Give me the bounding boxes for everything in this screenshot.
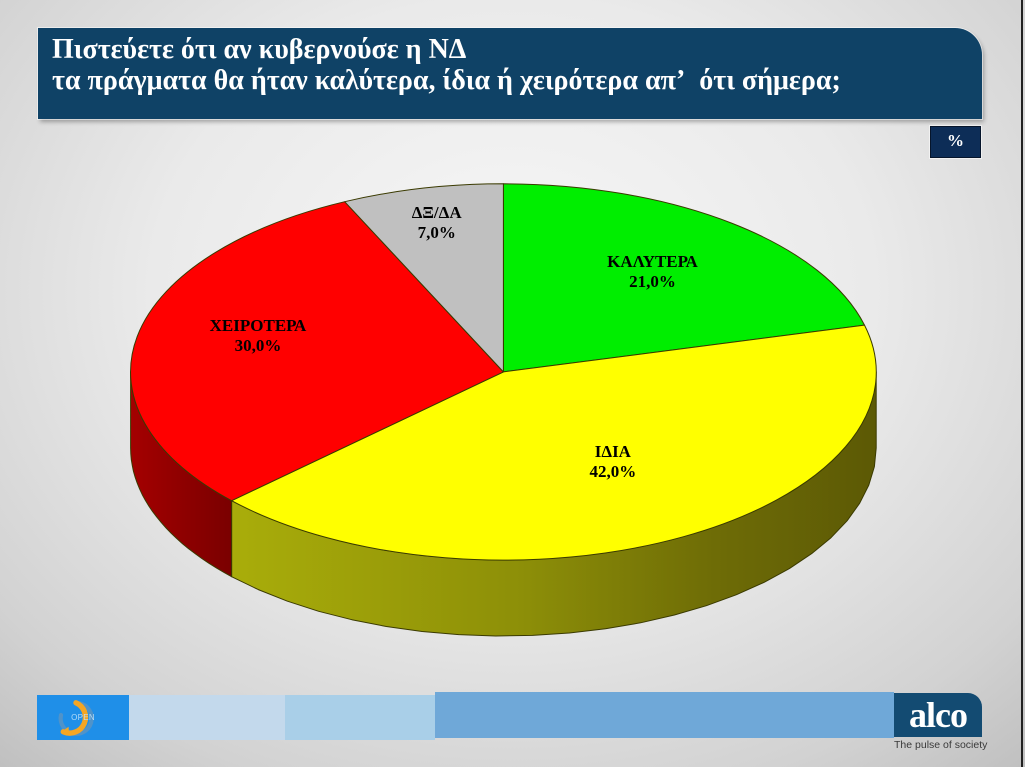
svg-text:OPEN: OPEN [71, 713, 95, 722]
